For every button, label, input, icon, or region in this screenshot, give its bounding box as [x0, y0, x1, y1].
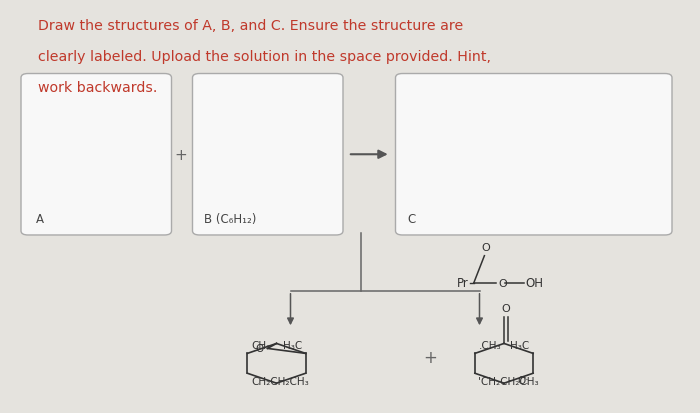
- Text: +: +: [424, 348, 438, 366]
- Text: C: C: [407, 212, 416, 225]
- Text: O:: O:: [518, 375, 530, 385]
- Text: O: O: [498, 278, 507, 288]
- Text: +: +: [174, 147, 187, 162]
- Text: Draw the structures of A, B, and C. Ensure the structure are: Draw the structures of A, B, and C. Ensu…: [38, 19, 463, 33]
- Text: O: O: [256, 344, 264, 354]
- Text: .CH₃: .CH₃: [478, 340, 501, 350]
- Text: H₃C: H₃C: [510, 340, 530, 350]
- Text: Pr: Pr: [457, 276, 469, 290]
- FancyBboxPatch shape: [21, 74, 172, 235]
- Text: O: O: [501, 304, 510, 313]
- Text: work backwards.: work backwards.: [38, 81, 158, 95]
- Text: B (C₆H₁₂): B (C₆H₁₂): [204, 212, 257, 225]
- Text: CH₂CH₂CH₃: CH₂CH₂CH₃: [251, 376, 309, 386]
- FancyBboxPatch shape: [395, 74, 672, 235]
- Text: clearly labeled. Upload the solution in the space provided. Hint,: clearly labeled. Upload the solution in …: [38, 50, 491, 64]
- FancyBboxPatch shape: [193, 74, 343, 235]
- Text: O: O: [482, 242, 490, 252]
- Text: H₃C: H₃C: [283, 340, 302, 350]
- Text: OH: OH: [526, 276, 544, 290]
- Text: CH₃: CH₃: [251, 340, 270, 350]
- Text: A: A: [36, 212, 44, 225]
- Text: 'CH₂CH₂CH₃: 'CH₂CH₂CH₃: [478, 376, 539, 386]
